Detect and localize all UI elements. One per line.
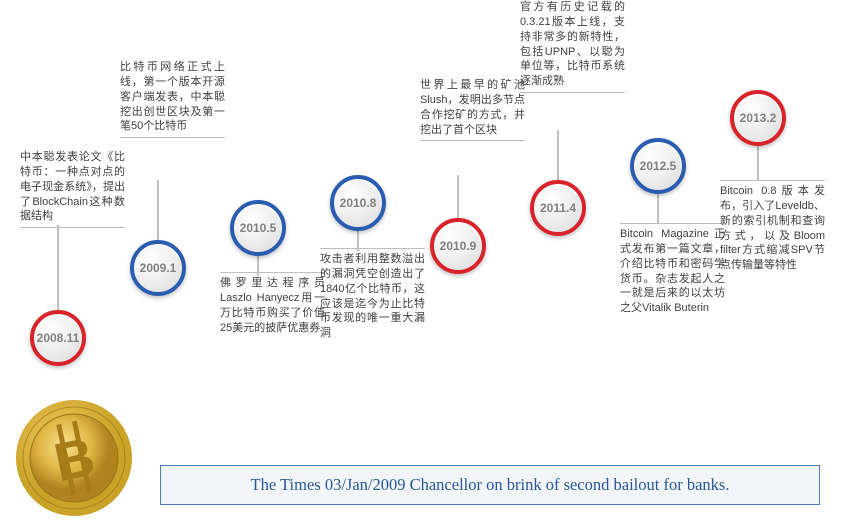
timeline-desc: Bitcoin 0.8版本发布，引入了Leveldb、新的索引机制和查询方式，以… [720, 180, 825, 273]
timeline-date-label: 2013.2 [740, 111, 777, 125]
timeline-desc: 官方有历史记载的0.3.21版本上线，支持非常多的新特性，包括UPNP、以聪为单… [520, 0, 625, 93]
timeline-desc: 世界上最早的矿池Slush，发明出多节点合作挖矿的方式，并挖出了首个区块 [420, 78, 525, 141]
timeline-date-circle: 2012.5 [630, 138, 686, 194]
timeline-date-label: 2010.9 [440, 239, 477, 253]
timeline-desc: 攻击者利用整数溢出的漏洞凭空创造出了1840亿个比特币，这应该是迄今为止比特币发… [320, 248, 425, 341]
timeline-date-label: 2008.11 [37, 331, 80, 345]
bitcoin-coin-icon: B [14, 398, 134, 518]
timeline-stem [457, 175, 459, 219]
timeline-date-circle: 2011.4 [530, 180, 586, 236]
timeline-date-circle: 2010.9 [430, 218, 486, 274]
timeline-date-label: 2012.5 [640, 159, 677, 173]
timeline-date-circle: 2008.11 [30, 310, 86, 366]
timeline-desc: 中本聪发表论文《比特币：一种点对点的电子现金系统》，提出了BlockChain这… [20, 150, 125, 228]
timeline-desc: 比特币网络正式上线，第一个版本开源客户端发表，中本聪挖出创世区块及第一笔50个比… [120, 60, 225, 138]
genesis-quote-box: The Times 03/Jan/2009 Chancellor on brin… [160, 465, 820, 505]
timeline-desc: Bitcoin Magazine正式发布第一篇文章，介绍比特币和密码学货币。杂志… [620, 223, 725, 316]
timeline-stem [157, 180, 159, 240]
timeline-container: 2008.11中本聪发表论文《比特币：一种点对点的电子现金系统》，提出了Bloc… [30, 0, 830, 440]
timeline-stem [757, 146, 759, 181]
genesis-quote-text: The Times 03/Jan/2009 Chancellor on brin… [251, 475, 730, 495]
timeline-desc: 佛罗里达程序员Laszlo Hanyecz用一万比特币购买了价值25美元的披萨优… [220, 272, 325, 335]
timeline-date-label: 2011.4 [540, 201, 576, 215]
timeline-date-circle: 2009.1 [130, 240, 186, 296]
timeline-date-label: 2009.1 [140, 261, 177, 275]
timeline-date-circle: 2010.8 [330, 175, 386, 231]
timeline-date-circle: 2010.5 [230, 200, 286, 256]
timeline-stem [657, 194, 659, 224]
timeline-date-label: 2010.5 [240, 221, 277, 235]
timeline-date-label: 2010.8 [340, 196, 377, 210]
timeline-stem [57, 225, 59, 310]
timeline-stem [557, 130, 559, 180]
timeline-date-circle: 2013.2 [730, 90, 786, 146]
